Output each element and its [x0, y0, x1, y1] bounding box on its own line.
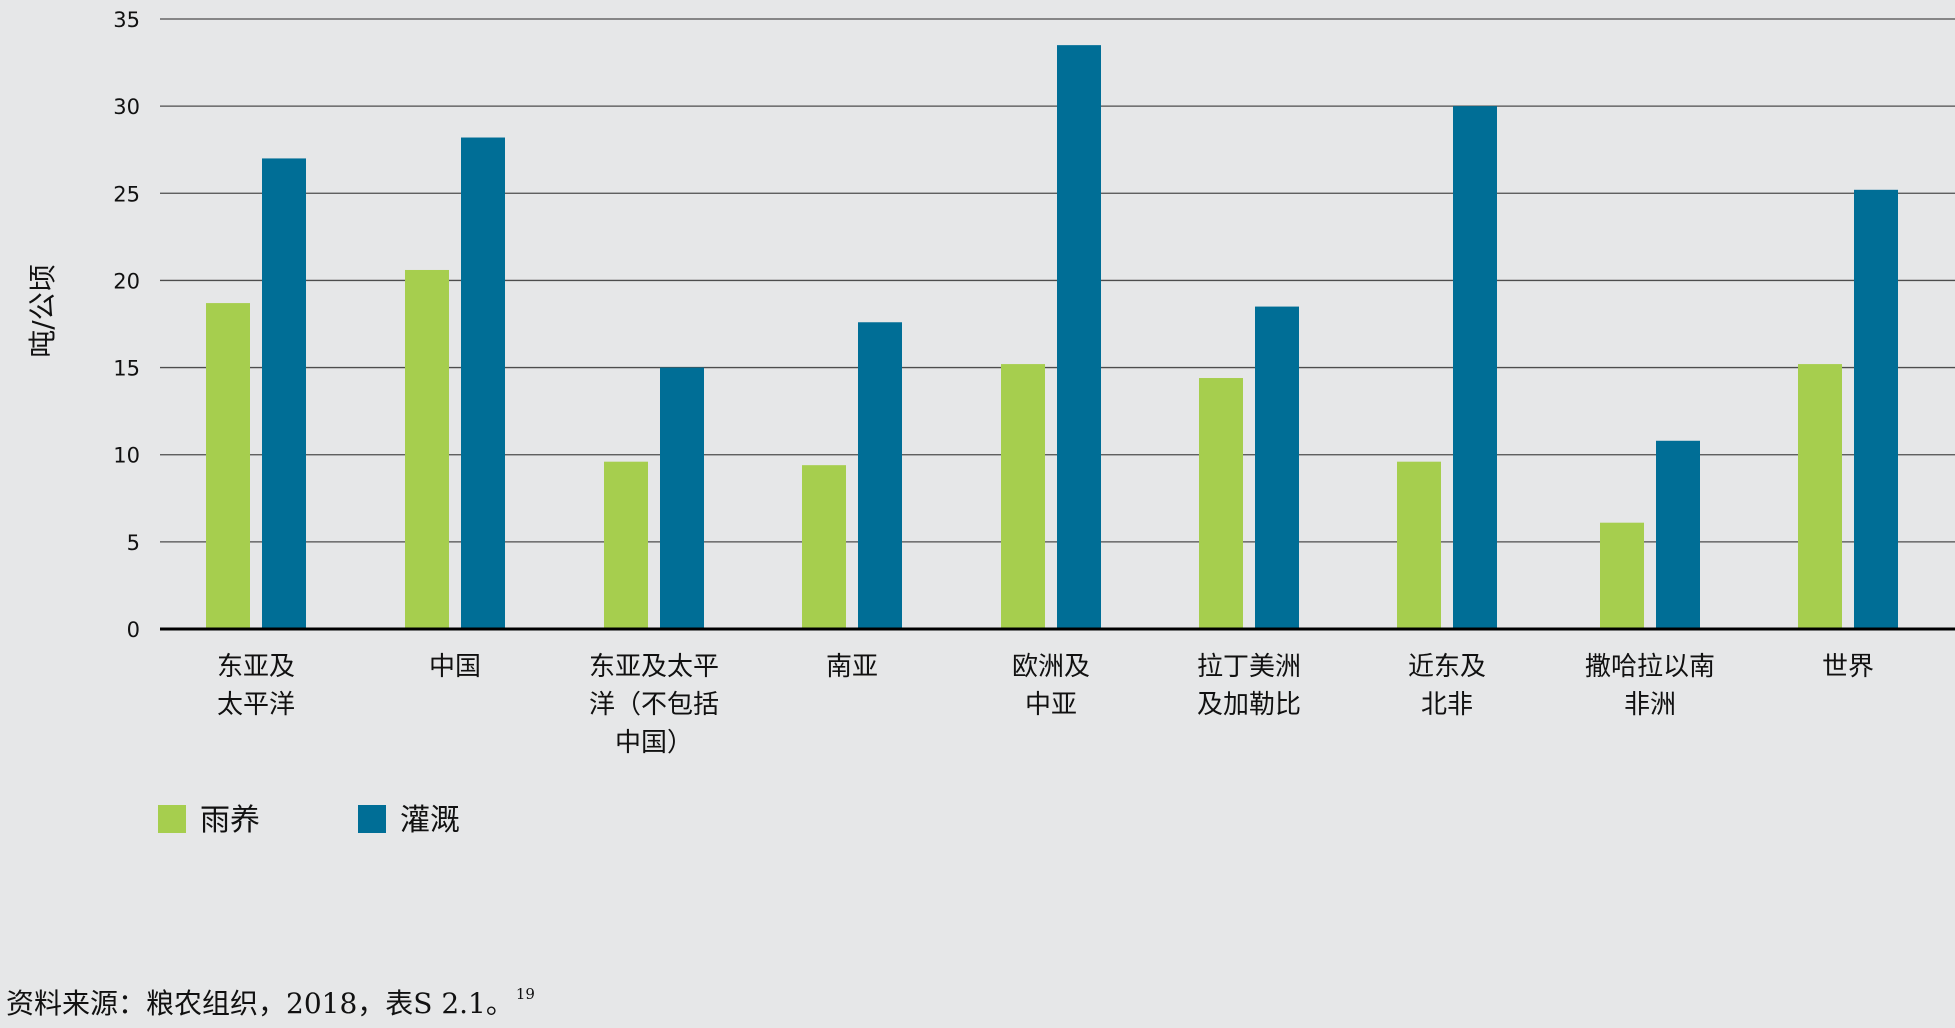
x-category-label: 欧洲及中亚	[1012, 652, 1090, 720]
y-tick-label: 15	[113, 357, 140, 381]
bar-irrigated	[1854, 189, 1898, 630]
y-tick-label: 30	[113, 95, 140, 119]
bar-irrigated	[1057, 45, 1101, 629]
y-tick-label: 20	[113, 269, 140, 293]
x-category-label: 近东及北非	[1408, 652, 1486, 720]
bar-irrigated	[660, 367, 704, 629]
bar-rainfed	[1001, 364, 1045, 629]
x-category-label: 东亚及太平洋	[217, 652, 295, 720]
y-tick-label: 25	[113, 182, 140, 206]
legend-swatch	[158, 805, 186, 833]
x-category-label: 中国	[429, 652, 481, 682]
source-footnote-ref: 19	[515, 985, 535, 1003]
y-tick-label: 35	[113, 8, 140, 32]
bar-irrigated	[461, 137, 505, 629]
bar-rainfed	[1397, 461, 1441, 629]
bar-rainfed	[405, 269, 449, 629]
legend: 雨养 灌溉	[158, 803, 460, 838]
bar-rainfed	[206, 303, 250, 629]
bars	[206, 45, 1898, 630]
legend-swatch	[358, 805, 386, 833]
source-text: 资料来源：粮农组织，2018，表S 2.1。	[6, 987, 514, 1020]
bar-rainfed	[1600, 522, 1644, 629]
legend-label: 灌溉	[400, 803, 460, 838]
bar-rainfed	[604, 461, 648, 629]
y-axis-ticks: 0 5 10 15 20 25 30 35	[113, 8, 140, 642]
bar-rainfed	[802, 465, 846, 629]
bar-irrigated	[1656, 440, 1700, 629]
x-category-label: 南亚	[826, 652, 878, 682]
x-axis-category-labels: 东亚及太平洋 中国 东亚及太平洋（不包括中国） 南亚 欧洲及中亚 拉丁美洲及加勒比 近东及北…	[217, 652, 1874, 758]
x-category-label: 世界	[1822, 652, 1874, 682]
bar-irrigated	[1453, 106, 1497, 629]
x-category-label: 东亚及太平洋（不包括中国）	[589, 652, 719, 758]
x-category-label: 撒哈拉以南非洲	[1585, 652, 1715, 720]
y-tick-label: 5	[127, 531, 140, 555]
bar-rainfed	[1798, 364, 1842, 629]
bar-irrigated	[262, 158, 306, 629]
y-axis-title: 吨/公顷	[26, 264, 59, 357]
x-category-label: 拉丁美洲及加勒比	[1197, 652, 1301, 720]
y-tick-label: 0	[127, 618, 140, 642]
source-note: 资料来源：粮农组织，2018，表S 2.1。 19	[6, 982, 535, 1022]
bar-irrigated	[1255, 306, 1299, 629]
legend-label: 雨养	[200, 803, 260, 838]
y-tick-label: 10	[113, 444, 140, 468]
bar-irrigated	[858, 322, 902, 629]
bar-rainfed	[1199, 378, 1243, 629]
